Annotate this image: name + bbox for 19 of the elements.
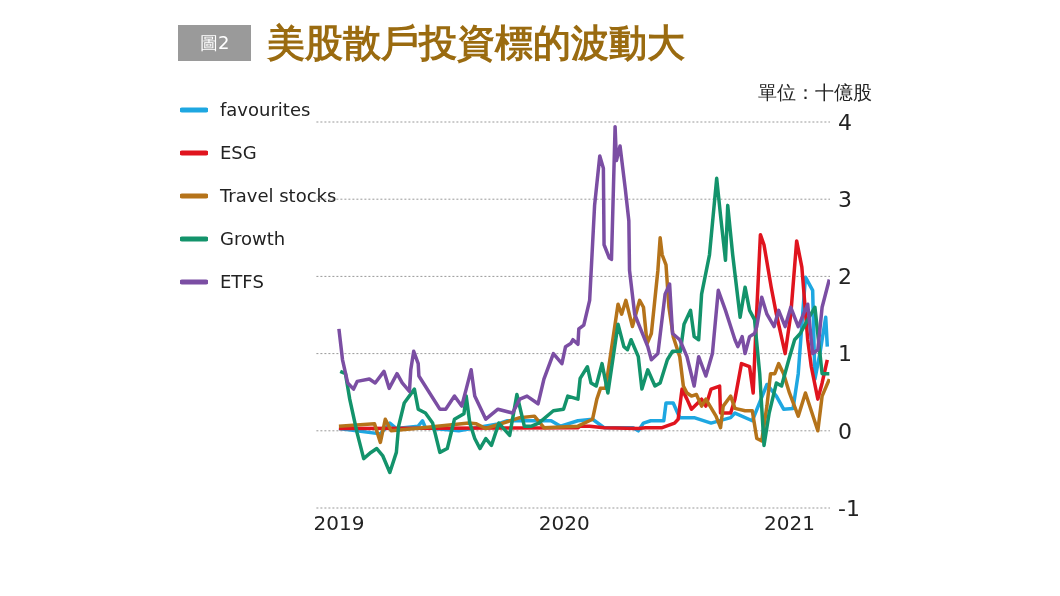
line-series [338, 176, 830, 475]
legend-label: favourites [220, 99, 311, 120]
legend-label: ESG [220, 142, 257, 163]
x-tick-label: 2019 [313, 511, 365, 536]
y-tick-label: 2 [838, 264, 852, 290]
line-series [337, 124, 830, 421]
y-tick-label: 4 [838, 109, 852, 135]
y-axis-title: 單位：十億股 [758, 80, 872, 105]
legend-label: Growth [220, 228, 286, 249]
x-tick-label: 2021 [764, 511, 815, 536]
y-tick-label: 1 [838, 341, 852, 367]
chart-title: 美股散戶投資標的波動大 [267, 18, 686, 67]
y-tick-label: -1 [838, 495, 860, 521]
x-tick-label: 2020 [538, 511, 590, 536]
y-tick-label: 0 [838, 418, 852, 444]
caption: 圖2 [178, 25, 252, 61]
legend-label: ETFS [220, 271, 264, 292]
legend-label: Travel stocks [220, 185, 337, 206]
y-tick-label: 3 [838, 187, 852, 213]
